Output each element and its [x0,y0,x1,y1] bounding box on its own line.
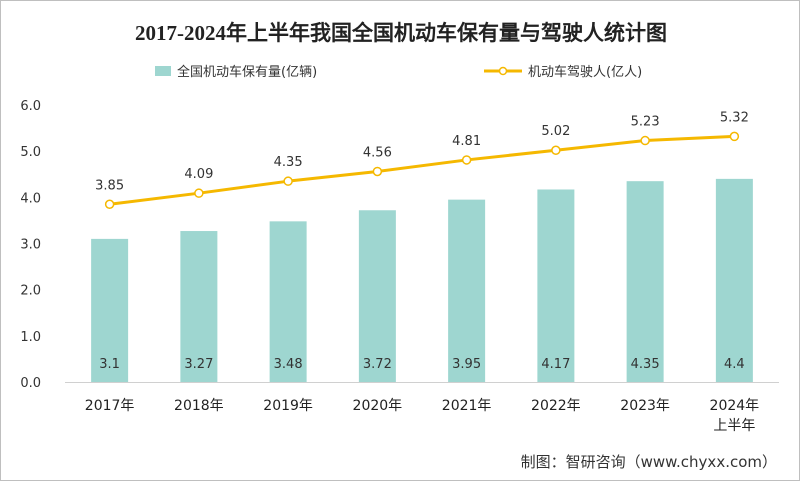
y-tick-label: 3.0 [20,238,41,253]
bar-data-label: 4.35 [631,357,660,372]
x-tick-label: 2021年 [442,398,492,414]
line-point [640,135,650,146]
legend-bar-swatch [155,66,171,76]
y-tick-label: 0.0 [20,376,41,391]
line-point [551,145,561,155]
y-tick-label: 6.0 [20,99,41,114]
bar-data-label: 3.95 [452,357,481,372]
bar [358,210,396,382]
legend-line-label: 机动车驾驶人(亿人) [528,64,642,80]
bar-data-label: 3.27 [184,357,213,372]
x-tick-label: 2018年 [174,398,224,414]
line-data-label: 5.32 [720,110,749,125]
legend: 全国机动车保有量(亿辆) 机动车驾驶人(亿人) [155,64,642,80]
line-data-label: 4.56 [363,145,392,160]
bar-data-label: 4.17 [541,357,570,372]
bar [269,221,307,382]
bar [180,231,218,382]
line-point [372,166,383,177]
x-tick-label: 2019年 [263,398,313,414]
x-tick-label: 2020年 [353,398,403,414]
chart-title: 2017-2024年上半年我国全国机动车保有量与驾驶人统计图 [135,21,667,45]
x-tick-label: 2017年 [85,398,135,414]
legend-bar-label: 全国机动车保有量(亿辆) [177,64,317,80]
line-point [194,188,204,198]
line-point [104,199,115,210]
line-data-label: 4.35 [274,155,303,170]
x-tick-label: 2023年 [620,398,670,414]
bar-data-label: 3.48 [274,357,303,372]
bar-data-label: 4.4 [724,357,745,372]
line-data-label: 5.23 [631,115,660,130]
x-axis: 2017年 2018年 2019年 2020年 2021年 2022年 2023年 2024年… [65,382,779,434]
source-credit: 制图：智研咨询（www.chyxx.com） [521,453,777,471]
x-tick-label: 2022年 [531,398,581,414]
bar-data-label: 3.1 [99,357,120,372]
line-point [461,155,472,165]
legend-line-marker [498,66,508,76]
line-point [283,176,293,186]
y-tick-label: 2.0 [20,284,41,299]
line-data-label: 3.85 [95,178,124,193]
line-path [109,134,735,206]
y-axis: 0.0 1.0 2.0 3.0 4.0 5.0 6.0 [20,99,41,391]
y-tick-label: 5.0 [20,145,41,160]
bar [626,181,664,382]
line-point [729,131,740,142]
bar [448,199,486,382]
x-tick-label: 2024年上半年 [710,398,760,434]
line-series: 3.85 4.09 4.35 4.56 4.81 5.02 5.23 5.32 [95,110,749,210]
y-tick-label: 4.0 [20,191,41,206]
bar [715,178,753,382]
bar-data-label: 3.72 [363,357,392,372]
y-tick-label: 1.0 [20,330,41,345]
bar [537,189,575,382]
bar [91,238,129,382]
bar-series: 3.1 3.27 3.48 3.72 3.95 4.17 4.35 4.4 [91,178,753,382]
line-data-label: 5.02 [541,124,570,139]
line-data-label: 4.09 [184,167,213,182]
line-data-label: 4.81 [452,134,481,149]
